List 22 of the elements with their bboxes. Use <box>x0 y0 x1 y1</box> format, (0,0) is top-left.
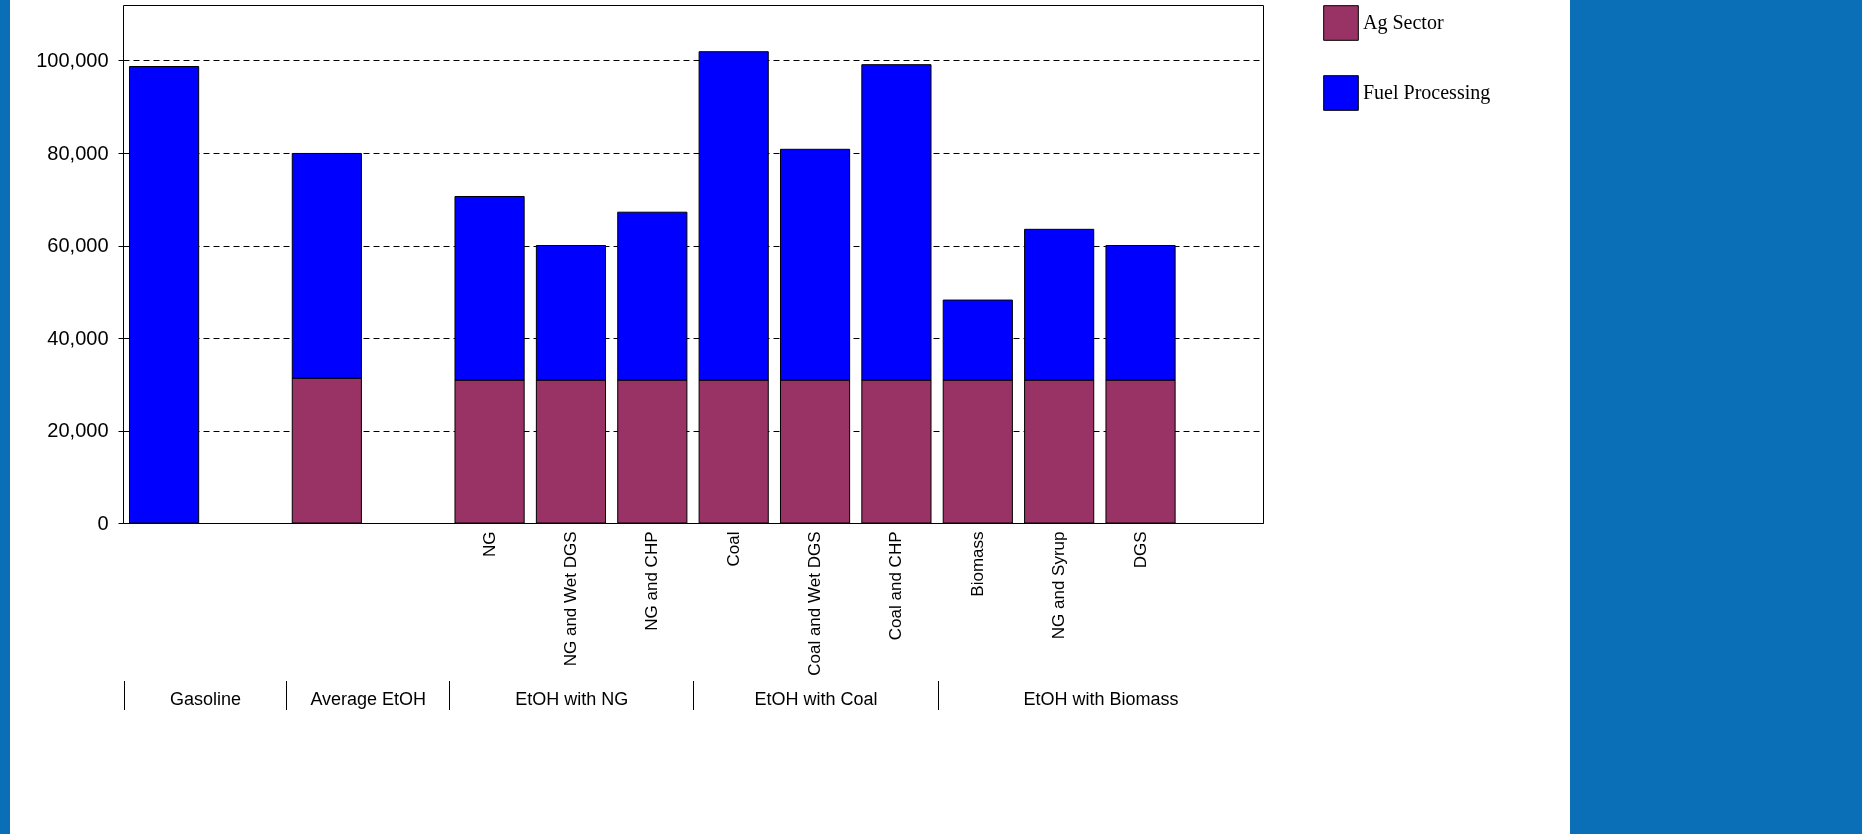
y-tick-label: 80,000 <box>47 141 109 164</box>
x-tick-label: Coal <box>723 531 743 567</box>
y-tick-label: 40,000 <box>47 326 109 349</box>
y-tick-label: 60,000 <box>47 234 109 256</box>
x-tick-label: Coal and CHP <box>886 531 906 641</box>
x-tick-label: Coal and Wet DGS <box>805 531 825 676</box>
x-tick-label: DGS <box>1130 531 1150 569</box>
y-tick-label: 0 <box>97 511 109 534</box>
text: Gasoline <box>123 681 287 710</box>
text: Average EtOH <box>286 681 450 710</box>
x-tick-label: NG <box>479 531 499 557</box>
x-tick-label: NG and CHP <box>642 531 662 631</box>
x-tick-label: NG and Wet DGS <box>560 531 580 667</box>
x-tick-label: Biomass <box>967 531 987 597</box>
text: EtOH with Biomass <box>937 681 1264 710</box>
text: EtOH with NG <box>449 681 694 710</box>
y-tick-label: 20,000 <box>47 419 109 441</box>
text: EtOH with Coal <box>693 681 938 710</box>
legend-label: Fuel Processing <box>1363 81 1491 104</box>
y-tick-label: 100,000 <box>36 49 109 71</box>
legend-label: Ag Sector <box>1363 11 1444 34</box>
x-tick-label: NG and Syrup <box>1049 531 1069 640</box>
